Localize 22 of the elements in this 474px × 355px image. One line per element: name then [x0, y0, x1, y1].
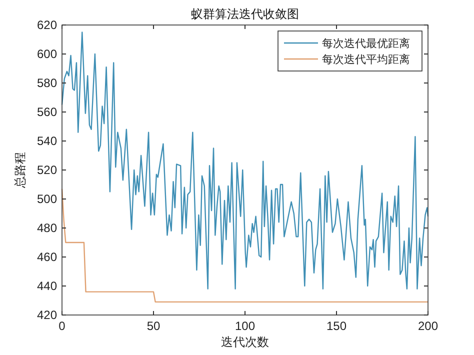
- y-tick-label: 600: [36, 47, 58, 61]
- y-tick-label: 420: [36, 308, 58, 322]
- x-tick-label: 150: [326, 319, 347, 333]
- x-tick-label: 0: [58, 319, 66, 333]
- line-series: [61, 32, 429, 290]
- x-axis-title: 迭代次数: [221, 335, 269, 349]
- y-tick-label: 460: [36, 250, 58, 264]
- y-axis-title: 总路程: [13, 152, 27, 189]
- x-tick-label: 100: [234, 319, 256, 333]
- y-tick-label: 500: [36, 192, 58, 206]
- chart-title: 蚁群算法迭代收敛图: [191, 7, 299, 21]
- legend-label: 每次迭代最优距离: [322, 37, 410, 50]
- y-tick-label: 440: [36, 279, 58, 293]
- y-tick-label: 580: [36, 76, 58, 90]
- y-tick-label: 620: [36, 18, 58, 32]
- y-tick-label: 560: [36, 105, 58, 119]
- legend-label: 每次迭代平均距离: [322, 53, 410, 66]
- y-tick-label: 540: [36, 134, 58, 148]
- x-tick-label: 50: [146, 319, 160, 333]
- x-tick-label: 200: [418, 319, 438, 333]
- y-tick-label: 480: [36, 221, 58, 235]
- y-tick-label: 520: [36, 163, 58, 177]
